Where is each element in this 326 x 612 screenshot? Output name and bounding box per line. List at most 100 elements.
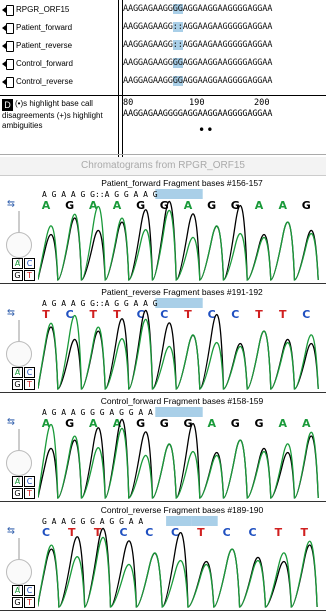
base-call: A	[113, 417, 122, 430]
panel-title: Control_reverse Fragment bases #189-190	[100, 505, 264, 515]
trace-line	[38, 205, 319, 281]
base-call: C	[145, 526, 153, 539]
panel-title: Patient_reverse Fragment bases #191-192	[101, 287, 263, 297]
seq-name-row[interactable]: Patient_forward	[2, 18, 72, 36]
base-call: C	[160, 308, 168, 321]
highlight-mark	[166, 516, 192, 526]
base-toggle-t[interactable]: T	[24, 488, 35, 499]
base-call: C	[208, 308, 216, 321]
zoom-knob[interactable]	[6, 341, 32, 367]
expand-arrows-icon[interactable]: ⇆	[7, 196, 15, 211]
zoom-knob[interactable]	[6, 559, 32, 585]
base-toggle-t[interactable]: T	[24, 597, 35, 608]
highlighted-bases: GG	[172, 76, 183, 86]
base-call: T	[275, 526, 283, 539]
base-call: A	[89, 417, 98, 430]
base-call: C	[137, 308, 145, 321]
trace-plot[interactable]: G A A G G G A G G A AC T T C C C T C C T T	[38, 503, 326, 610]
trace-plot[interactable]: A G A A G G::A G G A A GA G A A G G A G G A A G	[38, 176, 326, 283]
disagreement-markers: ••	[198, 123, 215, 137]
sequence-trace-icon[interactable]	[2, 76, 14, 88]
seq-name-row[interactable]: Control_forward	[2, 54, 73, 72]
base-call: G	[160, 417, 169, 430]
zoom-knob[interactable]	[6, 450, 32, 476]
disagreement-toggle-icon[interactable]: D	[2, 99, 13, 111]
panel-controls: ⇆ A C G T	[0, 176, 38, 283]
seq-name: Control_reverse	[16, 76, 73, 86]
base-toggle-a[interactable]: A	[12, 585, 23, 596]
window-edge	[0, 154, 326, 155]
base-toggle-g[interactable]: G	[12, 270, 23, 281]
trace-line	[38, 423, 319, 499]
chromatogram-panel: ⇆ A C G T Patient_reverse Fragment bases #191…	[0, 285, 326, 393]
seq-row: AAGGAGAAGGGGAGGAAGGAAGGGGAGGAA	[123, 76, 273, 86]
highlight-mark	[155, 189, 179, 199]
base-call: C	[171, 526, 179, 539]
base-toggle-t[interactable]: T	[24, 379, 35, 390]
panel-title: Patient_forward Fragment bases #156-157	[101, 178, 263, 188]
base-toggle-a[interactable]: A	[12, 476, 23, 487]
base-call: T	[113, 308, 121, 321]
seq-name: Patient_reverse	[16, 40, 73, 50]
expand-arrows-icon[interactable]: ⇆	[7, 305, 15, 320]
sequence-trace-icon[interactable]	[2, 40, 14, 52]
highlight-mark	[179, 407, 203, 417]
panel-controls: ⇆ A C G T	[0, 503, 38, 610]
base-toggle-g[interactable]: G	[12, 379, 23, 390]
base-call: A	[42, 417, 51, 430]
base-toggle-c[interactable]: C	[24, 585, 35, 596]
highlighted-bases: ::	[172, 22, 183, 32]
base-call: A	[278, 417, 287, 430]
base-sequence: A G A A G G::A G G A A G	[42, 299, 158, 308]
seq-row: AAGGAGAAGGGGAGGAAGGAAGGGGAGGAA	[123, 4, 273, 14]
base-call: G	[183, 417, 192, 430]
seq-name-row[interactable]: Patient_reverse	[2, 36, 72, 54]
base-call: A	[207, 417, 216, 430]
base-call: G	[136, 417, 145, 430]
trace-plot[interactable]: A G A A G G G A G G A AA G A A G G G A G G A A	[38, 394, 326, 501]
trace-plot[interactable]: A G A A G G::A G G A A GT C T T C C T C C T T C	[38, 285, 326, 392]
chromatogram-panel: ⇆ A C G T Control_reverse Fragment bases #189…	[0, 503, 326, 611]
base-toggle-t[interactable]: T	[24, 270, 35, 281]
base-call: T	[94, 526, 102, 539]
base-toggle-a[interactable]: A	[12, 258, 23, 269]
base-call: G	[302, 199, 311, 212]
base-call: T	[42, 308, 50, 321]
highlight-mark	[155, 407, 179, 417]
base-call: C	[248, 526, 256, 539]
base-call: G	[65, 199, 74, 212]
separator	[0, 95, 326, 96]
sequence-trace-icon[interactable]	[2, 58, 14, 70]
base-call: T	[68, 526, 76, 539]
base-toggle-g[interactable]: G	[12, 597, 23, 608]
panel-controls: ⇆ A C G T	[0, 285, 38, 392]
base-call: A	[89, 199, 98, 212]
base-toggle-a[interactable]: A	[12, 367, 23, 378]
base-call: C	[66, 308, 74, 321]
sequence-trace-icon[interactable]	[2, 4, 14, 16]
seq-name-row[interactable]: Control_reverse	[2, 72, 73, 90]
pane-divider[interactable]	[118, 0, 123, 160]
expand-arrows-icon[interactable]: ⇆	[7, 414, 15, 429]
sequence-trace-icon[interactable]	[2, 22, 14, 34]
highlight-mark	[179, 298, 203, 308]
base-call: G	[231, 199, 240, 212]
base-call: A	[278, 199, 287, 212]
zoom-knob[interactable]	[6, 232, 32, 258]
seq-row: AAGGAGAAGG::AGGAAGAAGGGGGAGGAA	[123, 40, 273, 50]
base-toggle-c[interactable]: C	[24, 258, 35, 269]
base-call: G	[254, 417, 263, 430]
panel-title: Control_forward Fragment bases #158-159	[100, 396, 264, 406]
base-call: G	[231, 417, 240, 430]
base-call: G	[65, 417, 74, 430]
highlighted-bases: GG	[172, 4, 183, 14]
base-call: T	[255, 308, 263, 321]
base-toggle-g[interactable]: G	[12, 488, 23, 499]
base-toggle-c[interactable]: C	[24, 367, 35, 378]
legend-text: (•)s highlight base call disagreements (…	[2, 99, 103, 130]
seq-name-row[interactable]: RPGR_ORF15	[2, 0, 69, 18]
expand-arrows-icon[interactable]: ⇆	[7, 523, 15, 538]
base-toggle-c[interactable]: C	[24, 476, 35, 487]
